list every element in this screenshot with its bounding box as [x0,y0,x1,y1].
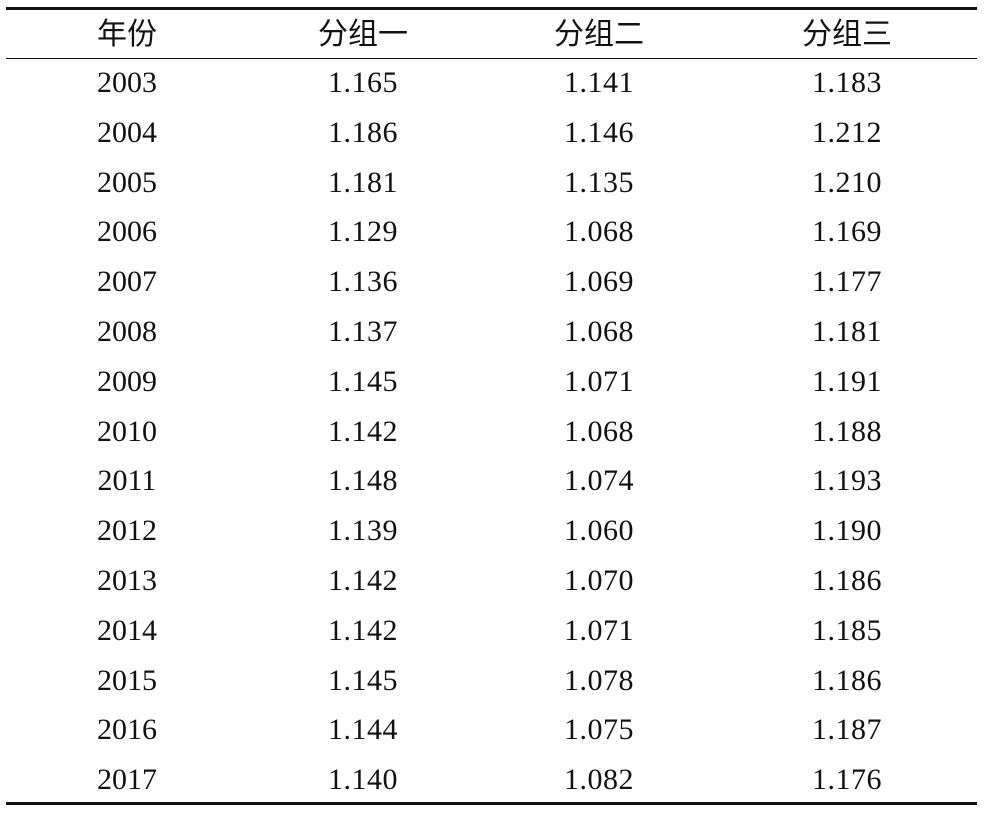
header-cell: 分组一 [318,18,408,51]
year-cell: 2012 [97,514,157,548]
value-cell: 1.082 [564,763,634,797]
value-cell: 1.191 [812,364,882,398]
year-cell: 2015 [97,663,157,697]
header-cell: 年份 [97,18,157,51]
year-cell: 2014 [97,613,157,647]
value-cell: 1.137 [328,315,398,348]
value-cell: 1.193 [812,464,882,498]
header-cell: 分组二 [554,18,644,51]
value-cell: 1.183 [812,66,882,99]
value-cell: 1.135 [564,165,634,199]
value-cell: 1.181 [328,165,398,199]
bottom-rule [6,802,977,805]
year-cell: 2010 [97,414,157,448]
value-cell: 1.069 [564,265,634,299]
value-cell: 1.186 [812,564,882,597]
value-cell: 1.071 [564,613,634,647]
value-cell: 1.068 [564,315,634,348]
value-cell: 1.190 [812,514,882,548]
year-cell: 2004 [97,115,157,149]
year-cell: 2013 [97,564,157,597]
value-cell: 1.185 [812,613,882,647]
value-cell: 1.188 [812,414,882,448]
year-cell: 2008 [97,315,157,348]
value-cell: 1.142 [328,613,398,647]
value-cell: 1.071 [564,364,634,398]
value-cell: 1.145 [328,663,398,697]
value-cell: 1.136 [328,265,398,299]
value-cell: 1.148 [328,464,398,498]
header-rule [6,58,977,59]
value-cell: 1.142 [328,414,398,448]
value-cell: 1.181 [812,315,882,348]
value-cell: 1.142 [328,564,398,597]
header-cell: 分组三 [802,18,892,51]
top-rule [6,7,977,10]
value-cell: 1.187 [812,713,882,747]
value-cell: 1.140 [328,763,398,797]
value-cell: 1.074 [564,464,634,498]
value-cell: 1.060 [564,514,634,548]
year-cell: 2009 [97,364,157,398]
value-cell: 1.146 [564,115,634,149]
value-cell: 1.176 [812,763,882,797]
value-cell: 1.186 [328,115,398,149]
value-cell: 1.070 [564,564,634,597]
year-cell: 2007 [97,265,157,299]
value-cell: 1.212 [812,115,882,149]
year-cell: 2005 [97,165,157,199]
value-cell: 1.165 [328,66,398,99]
value-cell: 1.145 [328,364,398,398]
year-cell: 2017 [97,763,157,797]
value-cell: 1.144 [328,713,398,747]
value-cell: 1.068 [564,414,634,448]
year-cell: 2016 [97,713,157,747]
value-cell: 1.169 [812,215,882,249]
value-cell: 1.129 [328,215,398,249]
year-cell: 2003 [97,66,157,99]
value-cell: 1.139 [328,514,398,548]
value-cell: 1.177 [812,265,882,299]
year-cell: 2006 [97,215,157,249]
value-cell: 1.068 [564,215,634,249]
value-cell: 1.186 [812,663,882,697]
value-cell: 1.141 [564,66,634,99]
year-cell: 2011 [97,464,157,498]
value-cell: 1.078 [564,663,634,697]
value-cell: 1.075 [564,713,634,747]
value-cell: 1.210 [812,165,882,199]
